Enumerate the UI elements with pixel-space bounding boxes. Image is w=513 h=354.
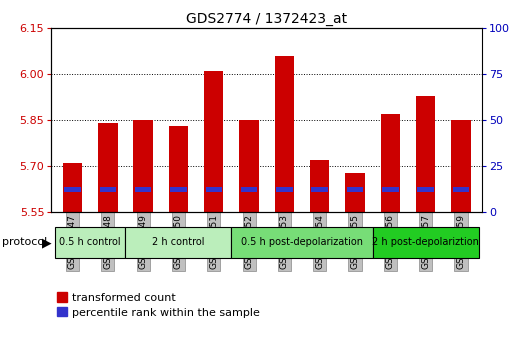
- Bar: [347, 187, 363, 193]
- Bar: [345, 172, 365, 212]
- Bar: [133, 120, 153, 212]
- Bar: [453, 187, 469, 193]
- Bar: [135, 187, 151, 193]
- Bar: [63, 163, 82, 212]
- Bar: [310, 160, 329, 212]
- Bar: [274, 56, 294, 212]
- Bar: [240, 120, 259, 212]
- Text: protocol: protocol: [2, 238, 47, 247]
- Text: 0.5 h control: 0.5 h control: [60, 238, 121, 247]
- Bar: [276, 187, 293, 193]
- Bar: [100, 187, 116, 193]
- Bar: [382, 187, 399, 193]
- Bar: [241, 187, 258, 193]
- Bar: [55, 227, 126, 258]
- Bar: [206, 187, 222, 193]
- Legend: transformed count, percentile rank within the sample: transformed count, percentile rank withi…: [57, 292, 260, 318]
- Bar: [126, 227, 231, 258]
- Bar: [98, 124, 117, 212]
- Text: 0.5 h post-depolarization: 0.5 h post-depolarization: [241, 238, 363, 247]
- Text: 2 h post-depolariztion: 2 h post-depolariztion: [372, 238, 479, 247]
- Bar: [416, 96, 436, 212]
- Bar: [231, 227, 373, 258]
- Bar: [381, 114, 400, 212]
- Title: GDS2774 / 1372423_at: GDS2774 / 1372423_at: [186, 12, 347, 26]
- Bar: [170, 187, 187, 193]
- Bar: [311, 187, 328, 193]
- Text: 2 h control: 2 h control: [152, 238, 205, 247]
- Bar: [64, 187, 81, 193]
- Bar: [451, 120, 471, 212]
- Bar: [204, 71, 224, 212]
- Bar: [169, 126, 188, 212]
- Bar: [373, 227, 479, 258]
- Bar: [418, 187, 434, 193]
- Text: ▶: ▶: [42, 236, 52, 249]
